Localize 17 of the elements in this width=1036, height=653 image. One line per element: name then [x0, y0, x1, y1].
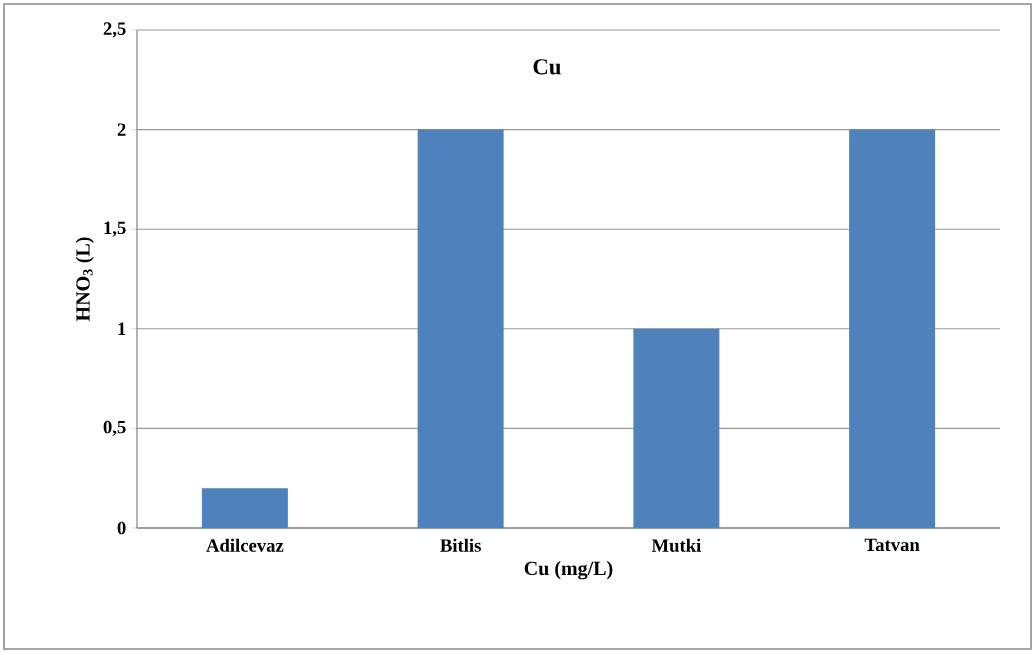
y-tick-label: 2 — [117, 123, 126, 136]
x-tick-label: Mutki — [651, 538, 701, 552]
x-tick-label: Adilcevaz — [206, 538, 284, 552]
y-tick-label: 1 — [118, 322, 126, 335]
bar — [417, 129, 504, 528]
y-tick-label: 0,5 — [103, 420, 126, 437]
y-tick-label: 2,5 — [103, 22, 126, 38]
y-tick-label: 0 — [117, 521, 126, 535]
bar — [201, 488, 288, 528]
text: Cu — [533, 59, 561, 75]
bar — [633, 328, 720, 528]
y-tick-label: 1,5 — [104, 221, 126, 237]
y-axis-title: HNO$_{3}$ (L) — [75, 237, 94, 322]
x-tick-label: Tatvan — [864, 538, 920, 552]
x-tick-label: Bitlis — [440, 538, 481, 552]
x-axis-title: Cu (mg/L) — [524, 561, 613, 580]
bar — [849, 129, 936, 528]
